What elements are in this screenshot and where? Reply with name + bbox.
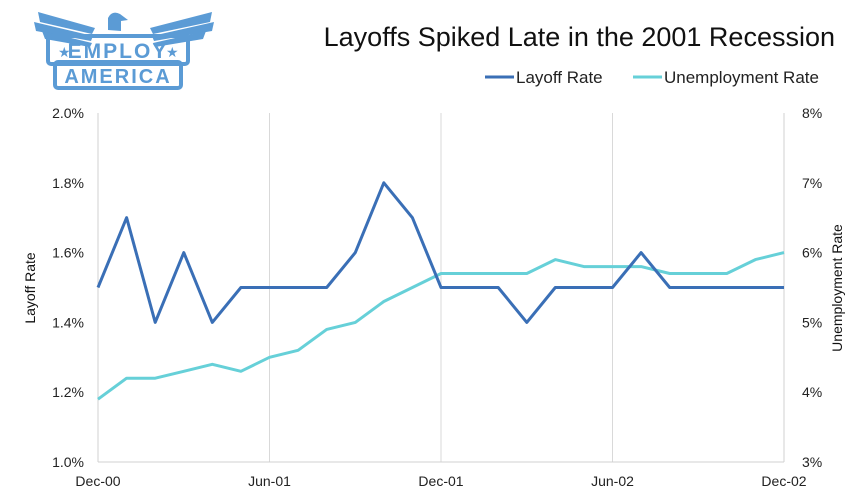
y-tick-right: 6%: [802, 245, 822, 261]
logo-top-text: EMPLOY: [68, 40, 169, 63]
x-tick-label: Dec-01: [418, 473, 463, 489]
y-tick-right: 7%: [802, 175, 822, 191]
x-tick-label: Jun-02: [591, 473, 634, 489]
y-tick-right: 3%: [802, 454, 822, 470]
y-tick-left: 1.6%: [52, 245, 84, 261]
logo-bottom-text: AMERICA: [64, 66, 171, 88]
y-tick-left: 2.0%: [52, 105, 84, 121]
y-tick-left: 1.4%: [52, 314, 84, 330]
employ-america-logo: ★ ★ EMPLOY AMERICA: [34, 12, 214, 90]
y-tick-left: 1.8%: [52, 175, 84, 191]
x-tick-label: Jun-01: [248, 473, 291, 489]
x-tick-label: Dec-02: [761, 473, 806, 489]
y-tick-right: 4%: [802, 384, 822, 400]
series-line-unemployment-rate: [97, 251, 785, 401]
tick-labels: 1.0% 1.2% 1.4% 1.6% 1.8% 2.0% 3% 4% 5% 6% 7% 8% Dec-…: [52, 105, 822, 489]
series-line-layoff-rate: [96, 181, 784, 324]
y-axis-label-right: Unemployment Rate: [829, 224, 845, 352]
y-axis-label-left: Layoff Rate: [22, 252, 38, 324]
legend-label-unemployment: Unemployment Rate: [664, 68, 819, 87]
legend: Layoff Rate Unemployment Rate: [485, 68, 819, 87]
logo-star-right: ★: [166, 44, 179, 60]
y-tick-left: 1.0%: [52, 454, 84, 470]
y-tick-right: 5%: [802, 314, 822, 330]
eagle-wings-icon: ★ ★: [34, 12, 214, 90]
series-lines: [96, 181, 785, 401]
x-tick-label: Dec-00: [75, 473, 120, 489]
logo-star-left: ★: [58, 44, 71, 60]
y-tick-right: 8%: [802, 105, 822, 121]
y-tick-left: 1.2%: [52, 384, 84, 400]
chart-title: Layoffs Spiked Late in the 2001 Recessio…: [323, 22, 835, 52]
legend-label-layoff: Layoff Rate: [516, 68, 603, 87]
